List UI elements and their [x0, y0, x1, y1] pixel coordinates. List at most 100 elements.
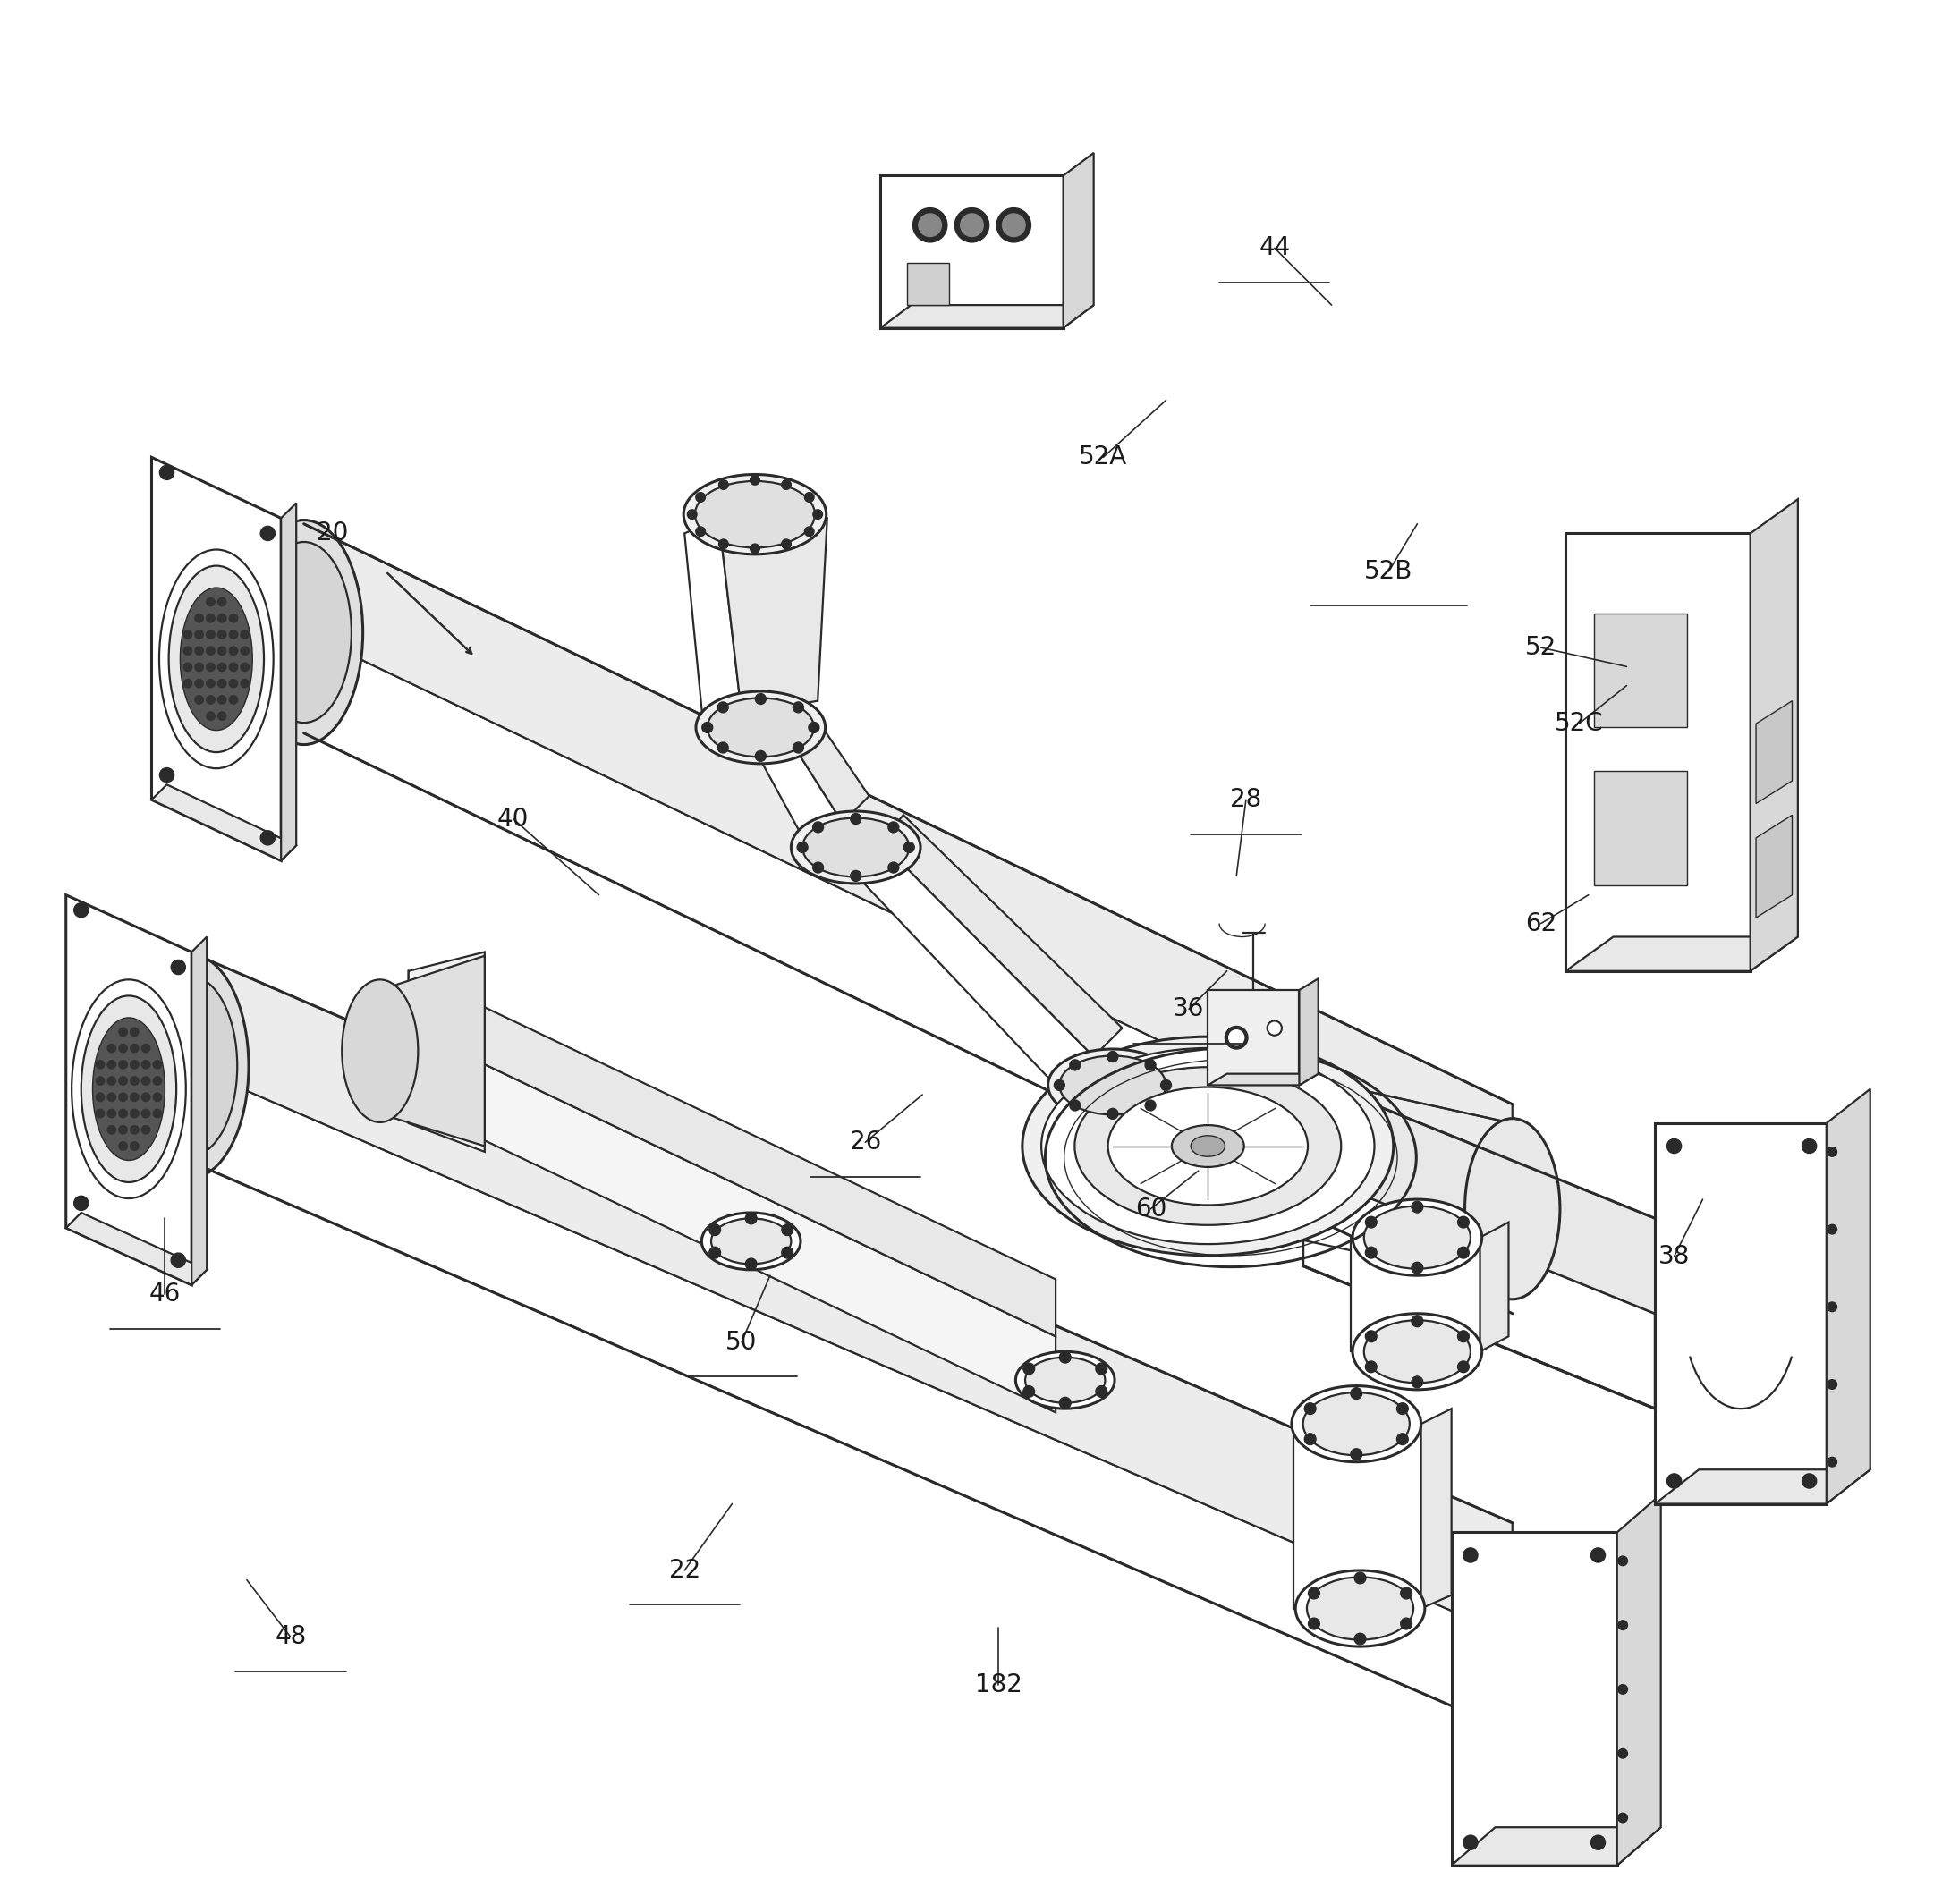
- Polygon shape: [192, 937, 208, 1285]
- Circle shape: [196, 680, 204, 687]
- Circle shape: [1828, 1302, 1838, 1312]
- Circle shape: [1365, 1247, 1377, 1259]
- Circle shape: [229, 663, 237, 672]
- Circle shape: [887, 863, 899, 872]
- Circle shape: [241, 647, 249, 655]
- Circle shape: [241, 680, 249, 687]
- Circle shape: [1095, 1363, 1107, 1375]
- Circle shape: [746, 1259, 756, 1270]
- Circle shape: [903, 842, 915, 853]
- Circle shape: [119, 1043, 127, 1053]
- Ellipse shape: [695, 482, 815, 548]
- Polygon shape: [780, 701, 870, 823]
- Circle shape: [206, 613, 215, 623]
- Circle shape: [1591, 1835, 1604, 1849]
- Circle shape: [170, 960, 186, 975]
- Circle shape: [229, 630, 237, 638]
- Circle shape: [96, 1061, 104, 1068]
- Circle shape: [217, 598, 225, 605]
- Circle shape: [217, 680, 225, 687]
- Circle shape: [159, 767, 174, 783]
- Circle shape: [1667, 1474, 1681, 1489]
- Ellipse shape: [1303, 1392, 1410, 1455]
- Circle shape: [1365, 1217, 1377, 1228]
- Circle shape: [206, 663, 215, 672]
- Text: 44: 44: [1260, 236, 1291, 261]
- Circle shape: [1802, 1139, 1816, 1154]
- Circle shape: [141, 1110, 151, 1118]
- Text: 50: 50: [725, 1329, 758, 1354]
- Circle shape: [1618, 1813, 1628, 1822]
- Circle shape: [229, 695, 237, 704]
- Ellipse shape: [1295, 1571, 1424, 1647]
- Circle shape: [131, 1076, 139, 1085]
- Circle shape: [1070, 1061, 1079, 1070]
- Polygon shape: [1755, 701, 1792, 803]
- Polygon shape: [190, 1066, 1512, 1733]
- Polygon shape: [1299, 979, 1318, 1085]
- Circle shape: [170, 1253, 186, 1268]
- Text: 52A: 52A: [1079, 446, 1128, 470]
- Polygon shape: [684, 518, 742, 727]
- Circle shape: [206, 598, 215, 605]
- Circle shape: [141, 1125, 151, 1135]
- Ellipse shape: [1060, 1055, 1166, 1114]
- Polygon shape: [1655, 1470, 1871, 1504]
- Circle shape: [1107, 1108, 1119, 1120]
- Circle shape: [119, 1061, 127, 1068]
- Polygon shape: [1595, 771, 1687, 885]
- Polygon shape: [1303, 1171, 1655, 1409]
- Circle shape: [1397, 1403, 1409, 1415]
- Polygon shape: [304, 524, 1512, 1209]
- Polygon shape: [380, 956, 484, 1146]
- Ellipse shape: [80, 996, 176, 1182]
- Polygon shape: [750, 724, 842, 847]
- Circle shape: [206, 647, 215, 655]
- Text: 46: 46: [149, 1281, 180, 1306]
- Circle shape: [141, 1061, 151, 1068]
- Text: 36: 36: [1173, 996, 1205, 1022]
- Polygon shape: [1481, 1222, 1508, 1352]
- Text: 48: 48: [274, 1624, 306, 1649]
- Polygon shape: [880, 305, 1093, 327]
- Ellipse shape: [257, 543, 351, 724]
- Polygon shape: [280, 503, 296, 861]
- Polygon shape: [1749, 499, 1798, 971]
- Circle shape: [119, 1028, 127, 1036]
- Circle shape: [782, 1247, 793, 1259]
- Ellipse shape: [245, 520, 362, 744]
- Circle shape: [217, 663, 225, 672]
- Ellipse shape: [143, 975, 237, 1156]
- Circle shape: [1828, 1224, 1838, 1234]
- Text: 22: 22: [668, 1557, 699, 1582]
- Polygon shape: [1350, 1238, 1481, 1352]
- Text: 182: 182: [976, 1672, 1023, 1696]
- Circle shape: [1267, 1021, 1281, 1036]
- Circle shape: [1828, 1380, 1838, 1390]
- Circle shape: [108, 1043, 116, 1053]
- Circle shape: [229, 680, 237, 687]
- Circle shape: [1618, 1620, 1628, 1630]
- Circle shape: [1457, 1247, 1469, 1259]
- Ellipse shape: [803, 819, 909, 878]
- Circle shape: [782, 480, 791, 489]
- Ellipse shape: [92, 1017, 165, 1160]
- Circle shape: [1463, 1548, 1477, 1563]
- Ellipse shape: [1048, 1049, 1177, 1121]
- Circle shape: [1412, 1201, 1422, 1213]
- Text: 52: 52: [1526, 636, 1557, 661]
- Circle shape: [159, 465, 174, 480]
- Circle shape: [1146, 1101, 1156, 1110]
- Circle shape: [719, 480, 729, 489]
- Circle shape: [153, 1061, 161, 1068]
- Circle shape: [1228, 1030, 1244, 1045]
- Circle shape: [1023, 1363, 1034, 1375]
- Circle shape: [756, 750, 766, 762]
- Ellipse shape: [343, 979, 417, 1121]
- Polygon shape: [151, 457, 280, 861]
- Circle shape: [1095, 1386, 1107, 1398]
- Ellipse shape: [180, 588, 253, 731]
- Circle shape: [913, 208, 946, 242]
- Circle shape: [217, 613, 225, 623]
- Polygon shape: [1595, 613, 1687, 727]
